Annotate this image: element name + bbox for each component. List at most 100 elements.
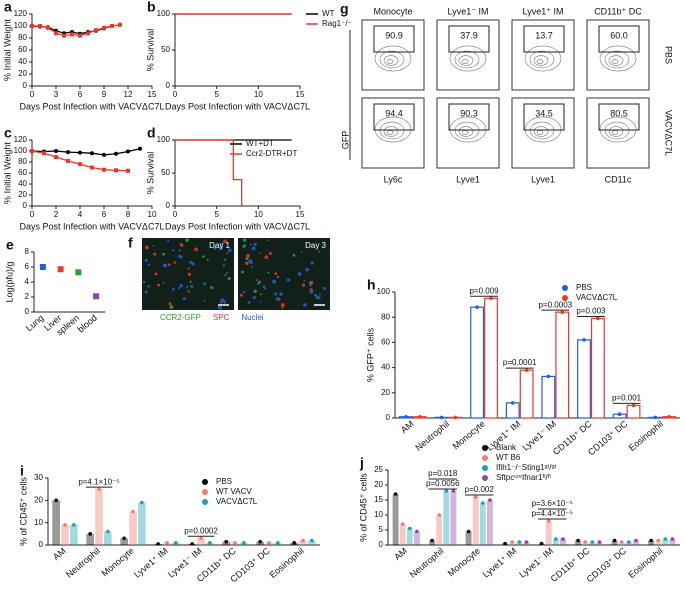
bar-point xyxy=(451,489,456,493)
contour xyxy=(383,55,399,66)
bar-point xyxy=(597,540,602,544)
marker xyxy=(66,150,70,155)
cell xyxy=(144,245,149,250)
panel-label: c xyxy=(4,125,12,141)
cell xyxy=(167,263,171,267)
bar-point xyxy=(400,522,405,526)
cell xyxy=(263,287,267,290)
p-value: p=0.002 xyxy=(465,485,495,494)
x-axis-label: Ly6c xyxy=(384,174,403,184)
gate xyxy=(523,25,565,53)
marker xyxy=(54,31,58,36)
contour xyxy=(608,55,624,66)
bar xyxy=(86,533,94,545)
cell xyxy=(217,305,222,310)
y-tick-label: 50 xyxy=(161,45,170,54)
bar-point xyxy=(631,403,636,408)
cell xyxy=(157,283,161,287)
cell xyxy=(315,295,320,300)
y-tick-label: 0 xyxy=(166,81,171,90)
y-tick-label: 30 xyxy=(34,473,43,482)
y-tick-label: 100 xyxy=(14,146,28,155)
legend-label: Ccr2-DTR+DT xyxy=(246,149,297,158)
bar xyxy=(662,539,669,545)
cell xyxy=(301,283,306,287)
bar xyxy=(399,524,406,545)
bar-point xyxy=(292,540,296,545)
x-tick-label: Monocyte xyxy=(451,419,487,452)
dot xyxy=(57,266,64,273)
cell xyxy=(274,292,278,296)
marker xyxy=(54,149,58,153)
bar-point xyxy=(576,538,580,543)
bar-point xyxy=(546,519,551,523)
row-label: VACVΔC7L xyxy=(664,110,674,156)
legend-swatch xyxy=(482,475,488,481)
contour xyxy=(374,45,412,72)
y-tick-label: 0 xyxy=(386,413,391,422)
legend-label: Blank xyxy=(496,443,517,452)
x-tick-label: Lyve1⁺ IM xyxy=(132,546,170,580)
marker xyxy=(102,167,106,172)
bar xyxy=(669,539,676,545)
bar xyxy=(575,540,582,545)
x-axis-label: Days Post Infection with VACVΔC7L xyxy=(165,221,310,231)
bar-point xyxy=(439,415,444,420)
bar-point xyxy=(582,338,586,342)
bar-point xyxy=(596,316,600,321)
bar-point xyxy=(97,487,101,491)
bar-point xyxy=(656,538,660,543)
y-tick-label: 80 xyxy=(18,33,27,42)
cell xyxy=(275,297,280,301)
bar-point xyxy=(524,540,529,544)
cell xyxy=(222,264,226,267)
cell xyxy=(191,262,195,266)
bar-point xyxy=(583,540,587,544)
p-value: p=0.0056 xyxy=(426,479,460,488)
contour xyxy=(599,45,637,72)
contour xyxy=(536,59,544,64)
cell xyxy=(177,254,181,258)
x-tick-label: 15 xyxy=(296,210,305,219)
y-tick-label: 40 xyxy=(18,57,27,66)
cell xyxy=(242,244,246,248)
gate-value: 90.3 xyxy=(460,108,478,118)
bar xyxy=(120,538,128,545)
bar-point xyxy=(634,538,638,543)
cell xyxy=(187,267,190,270)
bar-point xyxy=(88,532,92,536)
bar-point xyxy=(649,538,653,543)
bar xyxy=(429,540,436,545)
cell xyxy=(172,288,175,291)
x-tick-label: Eosinophil xyxy=(268,546,306,580)
x-tick-label: Neutrophil xyxy=(408,546,446,580)
bar xyxy=(519,369,534,419)
legend-label: WT B6 xyxy=(496,453,521,462)
bar-point xyxy=(267,540,271,545)
bar xyxy=(470,306,485,419)
cell xyxy=(242,238,247,242)
y-axis-label: % GFP⁺ cells xyxy=(365,327,375,382)
cell xyxy=(178,249,181,252)
bar-point xyxy=(199,536,203,541)
cell xyxy=(253,289,257,294)
y-tick-label: 0 xyxy=(23,201,28,210)
y-tick-label: 60 xyxy=(381,338,390,347)
bar xyxy=(590,317,605,419)
contour xyxy=(529,50,555,69)
cell xyxy=(219,245,224,250)
bar xyxy=(138,502,146,545)
y-tick-label: 20 xyxy=(374,480,383,489)
bar xyxy=(484,297,498,419)
cell xyxy=(220,242,223,246)
p-value: p=0.0002 xyxy=(184,526,218,535)
micrograph-label: Day 3 xyxy=(305,241,326,250)
cell xyxy=(189,260,193,265)
panel-label: h xyxy=(367,277,376,293)
cell xyxy=(227,248,232,253)
line xyxy=(31,148,141,156)
x-tick-label: 10 xyxy=(254,210,263,219)
panel-label: j xyxy=(359,455,364,471)
p-value: p=0.0001 xyxy=(503,358,537,367)
marker xyxy=(70,32,74,37)
